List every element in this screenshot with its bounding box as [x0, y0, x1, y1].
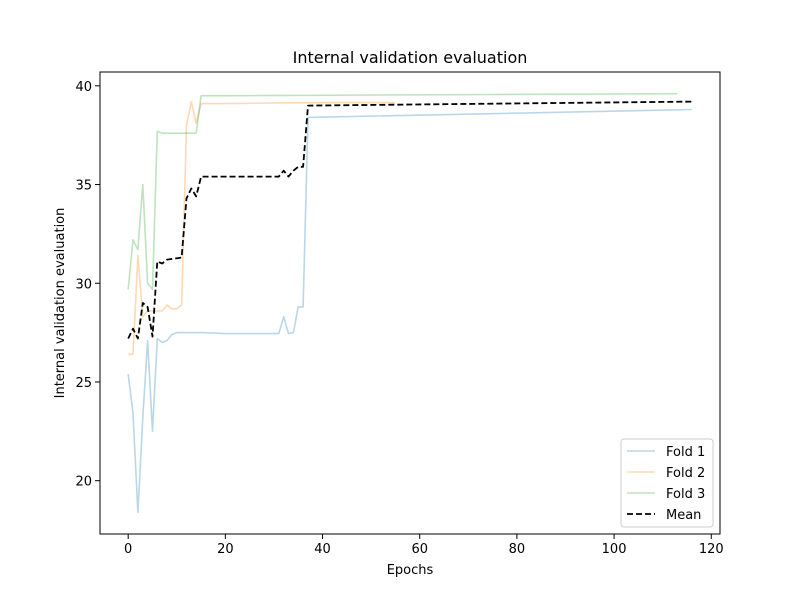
series-layer: [127, 92, 692, 514]
y-tick-label: 35: [75, 179, 92, 194]
y-tick-label: 40: [75, 80, 92, 95]
series-line-mean: [127, 100, 692, 340]
y-tick-label: 30: [75, 277, 92, 292]
y-tick-label: 20: [75, 475, 92, 490]
x-tick-label: 120: [699, 542, 724, 557]
y-axis: 20 25 30 35 40: [75, 80, 100, 490]
y-axis-title: Internal validation evaluation: [53, 208, 68, 399]
series-line-fold-1: [127, 108, 692, 514]
x-tick-label: 40: [314, 542, 331, 557]
series-line-fold-2: [128, 100, 396, 356]
chart-title: Internal validation evaluation: [293, 48, 528, 67]
series-line-fold-3: [127, 92, 678, 291]
legend-box: [620, 438, 714, 528]
plot-frame: [99, 71, 721, 535]
x-tick-label: 60: [411, 542, 428, 557]
legend-label: Fold 2: [666, 466, 705, 481]
x-tick-label: 100: [602, 542, 627, 557]
x-tick-label: 80: [509, 542, 526, 557]
x-axis-title: Epochs: [387, 563, 434, 578]
legend-label: Fold 3: [666, 487, 705, 502]
legend-label: Fold 1: [666, 445, 705, 460]
x-tick-label: 20: [217, 542, 234, 557]
legend: Fold 1 Fold 2 Fold 3 Mean: [620, 438, 714, 528]
x-axis: 0 20 40 60 80 100 120: [124, 534, 724, 557]
legend-label: Mean: [666, 508, 701, 523]
x-tick-label: 0: [124, 542, 132, 557]
y-tick-label: 25: [75, 376, 92, 391]
